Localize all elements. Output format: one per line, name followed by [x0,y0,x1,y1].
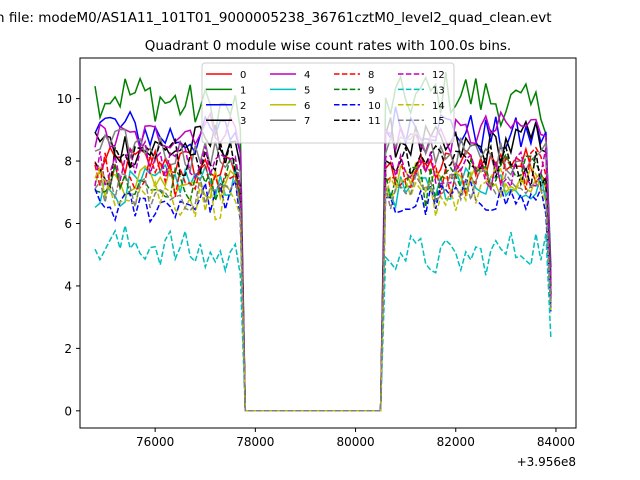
legend-label-14: 14 [432,101,445,112]
chart-suptitle: n file: modeM0/AS1A11_101T01_9000005238_… [0,10,552,26]
series-line-15 [94,167,552,412]
series-line-10 [94,177,552,412]
x-tick-label: 82000 [437,435,475,449]
legend-label-1: 1 [240,85,246,96]
x-tick-label: 78000 [236,435,274,449]
x-tick-label: 76000 [136,435,174,449]
legend-label-10: 10 [368,101,381,112]
legend-label-8: 8 [368,70,374,81]
legend-box [201,62,455,144]
series-line-11 [94,137,552,412]
axes-frame [79,57,577,429]
y-tick-label: 4 [64,279,72,293]
legend-label-7: 7 [304,116,310,127]
y-tick-label: 0 [64,404,72,418]
series-line-4 [94,110,552,412]
series-line-12 [94,139,552,412]
x-tick-label: 84000 [537,435,575,449]
series-line-14 [94,165,552,412]
legend-label-6: 6 [304,101,310,112]
legend-label-5: 5 [304,85,310,96]
legend-label-2: 2 [240,101,246,112]
series-line-13 [94,225,552,412]
series-line-6 [94,162,552,412]
y-tick-label: 2 [64,342,72,356]
x-axis-offset-label: +3.956e8 [517,455,576,469]
legend-label-15: 15 [432,116,445,127]
series-line-0 [94,145,552,412]
x-tick-label: 80000 [336,435,374,449]
y-tick-label: 6 [64,217,72,231]
legend-label-4: 4 [304,70,310,81]
y-axis: 0 2 4 6 8 10 [57,92,80,418]
y-tick-label: 8 [64,155,72,169]
legend-label-11: 11 [368,116,381,127]
x-axis: 76000 78000 80000 82000 84000 [136,428,575,449]
legend-label-12: 12 [432,70,445,81]
legend-label-9: 9 [368,85,374,96]
series-line-8 [94,146,552,412]
legend-label-13: 13 [432,85,445,96]
legend-label-0: 0 [240,70,246,81]
y-tick-label: 10 [57,92,72,106]
chart-title: Quadrant 0 module wise count rates with … [145,38,511,54]
legend-label-3: 3 [240,116,246,127]
